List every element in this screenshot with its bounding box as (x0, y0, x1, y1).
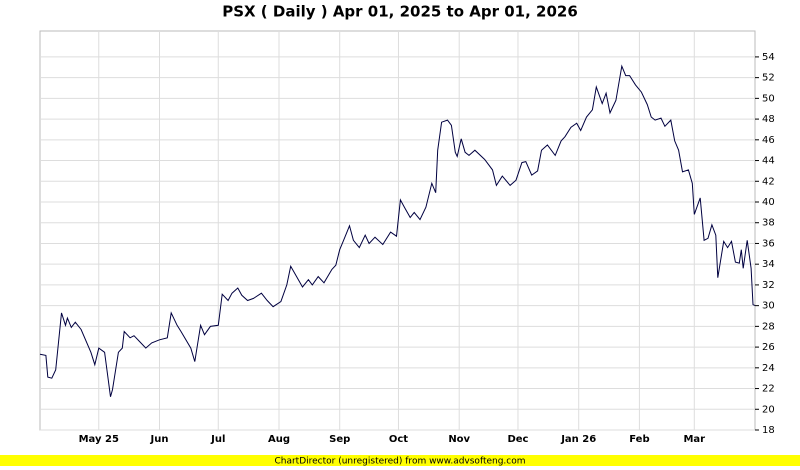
x-tick-label: Feb (629, 434, 649, 445)
y-tick-label: 42 (762, 176, 775, 187)
y-tick-label: 22 (762, 384, 775, 395)
footer: ChartDirector (unregistered) from www.ad… (274, 457, 525, 467)
price-line (39, 64, 756, 397)
y-tick-label: 50 (762, 93, 775, 104)
x-tick-label: May 25 (79, 434, 119, 445)
y-tick-label: 44 (762, 156, 775, 167)
y-tick-label: 48 (762, 114, 775, 125)
y-tick-label: 46 (762, 135, 775, 146)
x-tick-label: Dec (507, 434, 528, 445)
y-tick-label: 34 (762, 259, 775, 270)
y-tick-label: 52 (762, 73, 775, 84)
y-tick-label: 24 (762, 363, 775, 374)
x-tick-label: Oct (389, 434, 408, 445)
y-tick-label: 32 (762, 280, 775, 291)
y-tick-label: 30 (762, 301, 775, 312)
y-tick-label: 40 (762, 197, 775, 208)
y-tick-label: 28 (762, 321, 775, 332)
x-tick-label: Jun (150, 434, 169, 445)
y-tick-label: 20 (762, 404, 775, 415)
y-tick-label: 18 (762, 425, 775, 436)
x-tick-label: Jul (210, 434, 225, 445)
y-tick-label: 38 (762, 218, 775, 229)
y-tick-label: 36 (762, 238, 775, 249)
x-tick-label: Mar (683, 434, 705, 445)
x-tick-label: Jan 26 (560, 434, 596, 445)
x-tick-label: Sep (329, 434, 350, 445)
x-tick-label: Nov (448, 434, 470, 445)
x-tick-label: Aug (268, 434, 290, 445)
y-tick-label: 26 (762, 342, 775, 353)
y-tick-label: 54 (762, 52, 775, 63)
footer-bar (0, 455, 800, 466)
chart-title: PSX ( Daily ) Apr 01, 2025 to Apr 01, 20… (222, 3, 578, 21)
